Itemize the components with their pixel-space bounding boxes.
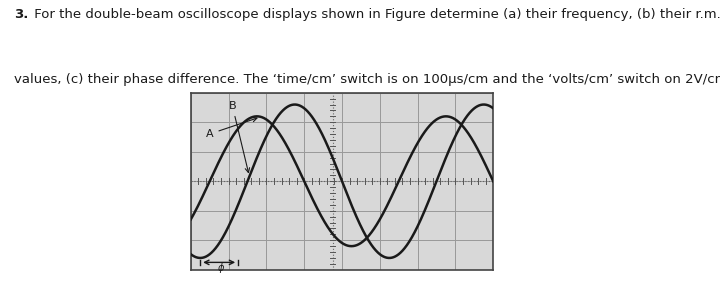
Text: values, (c) their phase difference. The ‘time/cm’ switch is on 100µs/cm and the : values, (c) their phase difference. The … bbox=[14, 73, 720, 86]
Text: 3.: 3. bbox=[14, 8, 29, 21]
Text: A: A bbox=[206, 117, 257, 139]
Text: For the double-beam oscilloscope displays shown in Figure determine (a) their fr: For the double-beam oscilloscope display… bbox=[30, 8, 720, 21]
Text: $\phi$: $\phi$ bbox=[217, 261, 225, 275]
Text: B: B bbox=[229, 101, 250, 173]
